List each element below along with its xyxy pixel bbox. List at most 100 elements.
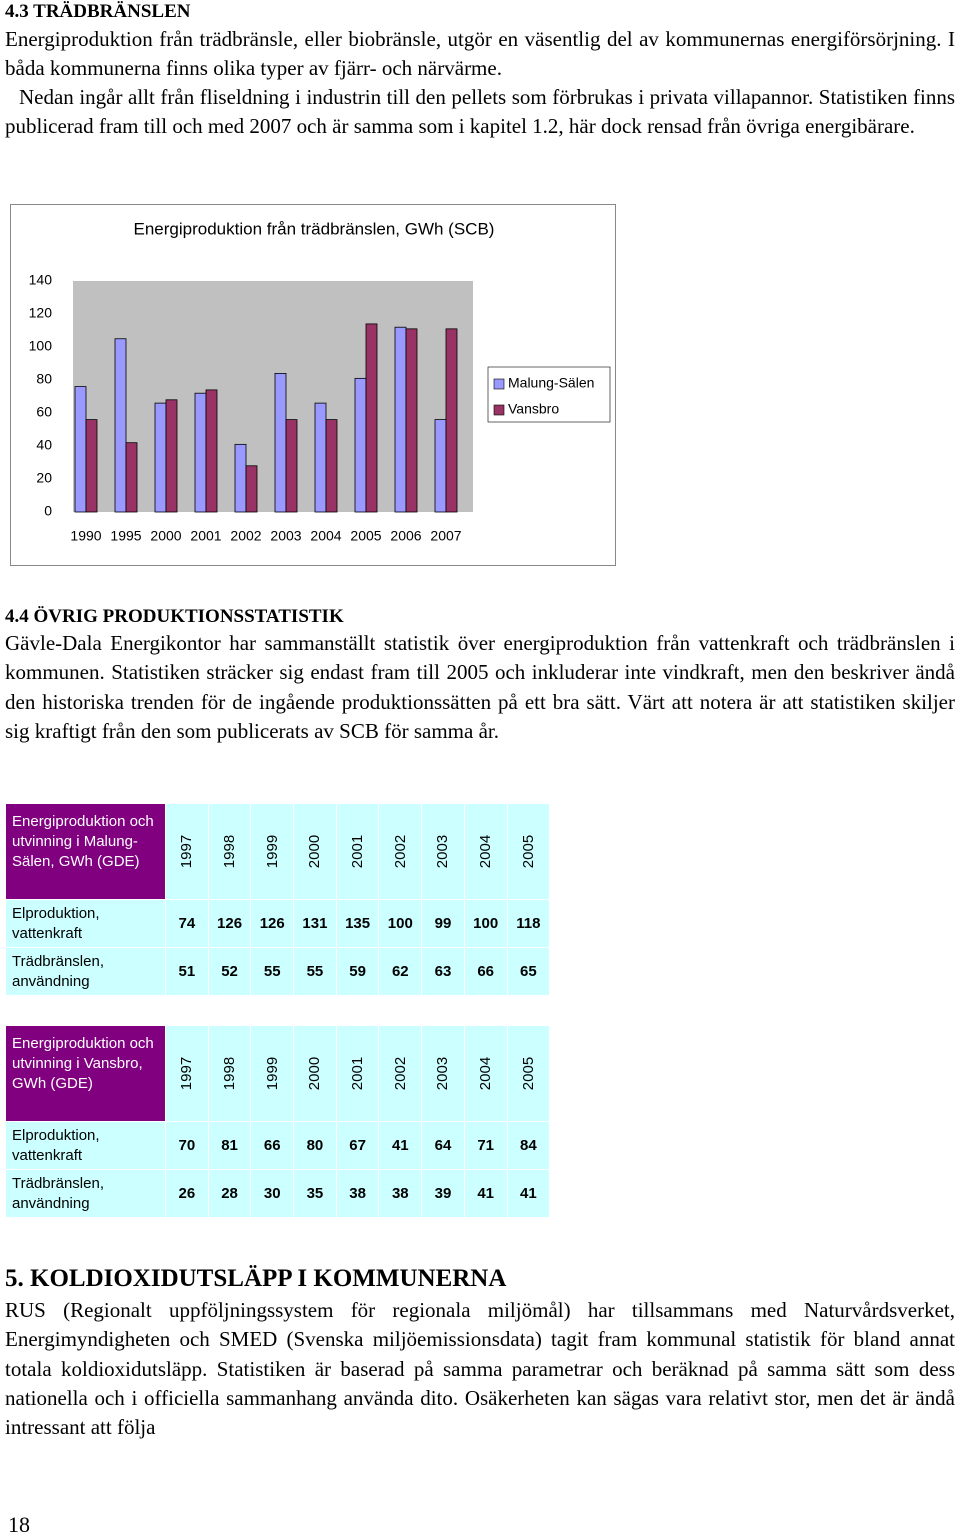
year-cell: 2004 <box>463 1025 508 1122</box>
bar <box>245 465 258 513</box>
year-label: 2004 <box>477 834 495 869</box>
cell: 70 <box>165 1121 209 1170</box>
row: Elproduktion, vattenkraft 74 126 126 131 135 1… <box>5 899 551 948</box>
row-label: Elproduktion, vattenkraft <box>5 1121 166 1170</box>
bar <box>354 377 367 513</box>
cell: 81 <box>207 1121 252 1170</box>
x-tick-label: 2002 <box>230 528 261 544</box>
cell: 135 <box>335 899 380 948</box>
table: Energiproduktion och utvinning i Vansbro… <box>5 1025 551 1218</box>
year-label: 2005 <box>519 1056 537 1091</box>
year-cell: 1997 <box>165 1025 209 1122</box>
cell: 39 <box>421 1169 465 1218</box>
bar <box>234 443 247 513</box>
bar <box>434 419 447 513</box>
bar <box>445 328 458 513</box>
y-tick-label: 40 <box>36 437 52 453</box>
cell: 38 <box>378 1169 423 1218</box>
year-cell: 1999 <box>250 1025 295 1122</box>
x-tick-label: 2007 <box>430 528 461 544</box>
y-tick-label: 0 <box>44 503 52 519</box>
bar <box>314 402 327 513</box>
y-tick-label: 80 <box>36 371 52 387</box>
y-tick-label: 60 <box>36 404 52 420</box>
year-label: 1999 <box>263 834 281 869</box>
bar <box>365 323 378 513</box>
year-label: 1998 <box>221 834 239 869</box>
x-tick-label: 2005 <box>350 528 381 544</box>
header-row: Energiproduktion och utvinning i Vansbro… <box>5 1025 551 1122</box>
year-label: 2005 <box>519 834 537 869</box>
row-label: Trädbränslen, användning <box>5 1169 166 1218</box>
cell: 80 <box>293 1121 337 1170</box>
row-label: Elproduktion, vattenkraft <box>5 899 166 948</box>
cell: 118 <box>506 899 551 948</box>
year-cell: 1998 <box>207 803 252 900</box>
year-cell: 2001 <box>335 803 380 900</box>
year-label: 2000 <box>306 834 324 869</box>
year-cell: 2005 <box>506 1025 551 1122</box>
year-label: 2003 <box>434 1056 452 1091</box>
paragraph: Energiproduktion från trädbränsle, eller… <box>5 27 955 81</box>
year-cell: 2005 <box>506 803 551 900</box>
cell: 126 <box>207 899 252 948</box>
bar <box>154 402 167 513</box>
cell: 62 <box>378 947 423 996</box>
cell: 38 <box>335 1169 380 1218</box>
table: Energiproduktion och utvinning i Malung-… <box>5 803 551 996</box>
year-label: 2001 <box>349 1056 367 1091</box>
cell: 41 <box>463 1169 508 1218</box>
row: Elproduktion, vattenkraft 70 81 66 80 67 41 64 7… <box>5 1121 551 1170</box>
paragraph: RUS (Regionalt uppföljningssystem för re… <box>5 1298 955 1440</box>
year-cell: 1998 <box>207 1025 252 1122</box>
page-number: 18 <box>8 1512 30 1536</box>
heading: 5. KOLDIOXIDUTSLÄPP I KOMMUNERNA <box>5 1265 507 1292</box>
bar <box>274 372 287 513</box>
bar <box>125 442 138 513</box>
year-label: 1997 <box>178 1056 196 1091</box>
year-label: 1998 <box>221 1056 239 1091</box>
year-cell: 1997 <box>165 803 209 900</box>
year-cell: 1999 <box>250 803 295 900</box>
chart: Energiproduktion från trädbränslen, GWh … <box>10 204 616 566</box>
bar <box>74 386 87 513</box>
cell: 26 <box>165 1169 209 1218</box>
paragraph: Gävle-Dala Energikontor har sammanställt… <box>5 631 955 743</box>
row: Trädbränslen, användning 51 52 55 55 59 62 63 66… <box>5 947 551 996</box>
cell: 51 <box>165 947 209 996</box>
heading: 4.4 ÖVRIG PRODUKTIONSSTATISTIK <box>5 606 344 627</box>
year-cell: 2003 <box>421 1025 465 1122</box>
bar <box>405 328 418 513</box>
cell: 64 <box>421 1121 465 1170</box>
cell: 84 <box>506 1121 551 1170</box>
bar <box>114 338 127 513</box>
year-label: 2002 <box>391 1056 409 1091</box>
bar <box>394 326 407 513</box>
x-tick-label: 2003 <box>270 528 301 544</box>
year-label: 1997 <box>178 834 196 869</box>
cell: 74 <box>165 899 209 948</box>
legend-label: Vansbro <box>508 401 559 417</box>
x-tick-label: 2006 <box>390 528 421 544</box>
year-cell: 2001 <box>335 1025 380 1122</box>
year-cell: 2003 <box>421 803 465 900</box>
header-row: Energiproduktion och utvinning i Malung-… <box>5 803 551 900</box>
year-cell: 2002 <box>378 1025 423 1122</box>
year-cell: 2004 <box>463 803 508 900</box>
cell: 41 <box>506 1169 551 1218</box>
year-cell: 2000 <box>293 1025 337 1122</box>
cell: 131 <box>293 899 337 948</box>
cell: 52 <box>207 947 252 996</box>
paragraph: Nedan ingår allt från fliseldning i indu… <box>5 85 955 139</box>
year-label: 2003 <box>434 834 452 869</box>
year-cell: 2002 <box>378 803 423 900</box>
legend-swatch <box>493 404 505 416</box>
cell: 100 <box>463 899 508 948</box>
cell: 55 <box>293 947 337 996</box>
row-label: Trädbränslen, användning <box>5 947 166 996</box>
y-tick-label: 120 <box>29 305 53 321</box>
cell: 35 <box>293 1169 337 1218</box>
x-tick-label: 2004 <box>310 528 341 544</box>
cell: 99 <box>421 899 465 948</box>
